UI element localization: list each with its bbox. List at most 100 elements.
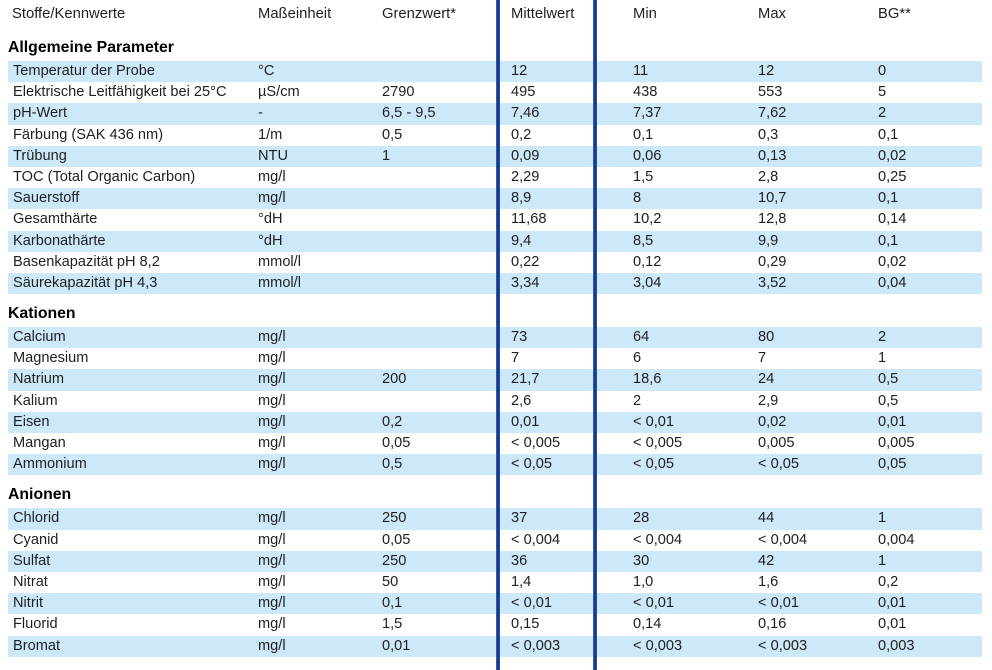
table-row: pH-Wert - 6,5 - 9,5 7,46 7,37 7,62 2 — [8, 103, 982, 125]
cell-masseinheit: mg/l — [258, 435, 286, 451]
cell-stoffe: Cyanid — [13, 531, 59, 548]
cell-bg: 0,01 — [878, 616, 907, 633]
section-title: Allgemeine Parameter — [8, 39, 174, 56]
cell-mittelwert: 2,29 — [511, 168, 540, 185]
cell-min: 0,1 — [633, 126, 654, 143]
cell-max: < 0,05 — [758, 456, 799, 473]
cell-stoffe: Elektrische Leitfähigkeit bei 25°C — [13, 84, 227, 101]
cell-mittelwert: 3,34 — [511, 274, 540, 291]
cell-min: 0,06 — [633, 147, 662, 164]
cell-bg: 0,005 — [878, 435, 915, 451]
cell-bg: 0,5 — [878, 392, 899, 409]
cell-stoffe: Calcium — [13, 329, 66, 346]
column-header-stoffe: Stoffe/Kennwerte — [12, 6, 126, 22]
column-header-max: Max — [758, 6, 786, 22]
cell-mittelwert: 9,4 — [511, 232, 532, 249]
cell-masseinheit: °dH — [258, 232, 283, 249]
column-header-masseinheit: Maßeinheit — [258, 6, 332, 22]
cell-masseinheit: mg/l — [258, 350, 286, 367]
cell-masseinheit: mg/l — [258, 371, 286, 388]
cell-stoffe: Temperatur der Probe — [13, 63, 155, 79]
cell-grenzwert: 0,05 — [382, 435, 411, 451]
cell-mittelwert: < 0,01 — [511, 595, 552, 612]
cell-mittelwert: < 0,004 — [511, 531, 561, 548]
table-row: Chlorid mg/l 250 37 28 44 1 — [8, 508, 982, 530]
cell-grenzwert: 0,5 — [382, 126, 403, 143]
cell-masseinheit: mg/l — [258, 329, 286, 346]
cell-mittelwert: 0,01 — [511, 413, 540, 430]
cell-mittelwert: < 0,005 — [511, 435, 561, 451]
cell-grenzwert: 0,05 — [382, 531, 411, 548]
cell-stoffe: Nitrat — [13, 573, 48, 590]
cell-stoffe: Gesamthärte — [13, 211, 98, 228]
cell-min: < 0,01 — [633, 595, 674, 612]
cell-masseinheit: 1/m — [258, 126, 283, 143]
cell-max: 7,62 — [758, 105, 787, 122]
cell-min: 30 — [633, 552, 650, 569]
cell-min: 3,04 — [633, 274, 662, 291]
cell-masseinheit: mg/l — [258, 531, 286, 548]
cell-max: < 0,003 — [758, 637, 808, 654]
cell-mittelwert: 495 — [511, 84, 536, 101]
table-row: Magnesium mg/l 7 6 7 1 — [8, 348, 982, 369]
cell-mittelwert: 36 — [511, 552, 528, 569]
cell-min: 28 — [633, 510, 650, 527]
section-title: Kationen — [8, 305, 76, 323]
cell-max: < 0,01 — [758, 595, 799, 612]
cell-stoffe: Säurekapazität pH 4,3 — [13, 274, 158, 291]
cell-grenzwert — [382, 327, 511, 348]
cell-masseinheit: mmol/l — [258, 253, 301, 270]
cell-min: 1,0 — [633, 573, 654, 590]
cell-grenzwert: 0,5 — [382, 456, 403, 473]
cell-bg: 0,1 — [878, 232, 899, 249]
cell-mittelwert: 7,46 — [511, 105, 540, 122]
cell-stoffe: TOC (Total Organic Carbon) — [13, 168, 196, 185]
cell-mittelwert: < 0,003 — [511, 637, 561, 654]
cell-max: 0,16 — [758, 616, 787, 633]
cell-min: 0,14 — [633, 616, 662, 633]
cell-stoffe: Sulfat — [13, 552, 51, 569]
table-row: Temperatur der Probe °C 12 11 12 0 — [8, 61, 982, 83]
cell-bg: 0,14 — [878, 211, 907, 228]
cell-mittelwert: 8,9 — [511, 190, 532, 207]
cell-stoffe: Eisen — [13, 413, 50, 430]
cell-bg: 1 — [878, 350, 887, 367]
column-header-grenzwert: Grenzwert* — [382, 6, 457, 22]
cell-bg: 0,01 — [878, 413, 907, 430]
cell-max: 0,29 — [758, 253, 787, 270]
cell-min: 64 — [633, 329, 650, 346]
cell-bg: 0,05 — [878, 456, 907, 473]
cell-mittelwert: 7 — [511, 350, 520, 367]
table-row: Karbonathärte °dH 9,4 8,5 9,9 0,1 — [8, 230, 982, 252]
cell-bg: 0,04 — [878, 274, 907, 291]
table-row: Bromat mg/l 0,01 < 0,003 < 0,003 < 0,003 0,003 — [8, 635, 982, 657]
table-row: Calcium mg/l 73 64 80 2 — [8, 327, 982, 349]
cell-grenzwert — [382, 167, 511, 188]
cell-max: 3,52 — [758, 274, 787, 291]
cell-stoffe: Chlorid — [13, 510, 60, 527]
cell-masseinheit: mg/l — [258, 637, 286, 654]
cell-stoffe: Ammonium — [13, 456, 87, 473]
cell-max: 0,13 — [758, 147, 787, 164]
table-row: Ammonium mg/l 0,5 < 0,05 < 0,05 < 0,05 0,05 — [8, 454, 982, 476]
cell-grenzwert — [382, 209, 511, 230]
cell-stoffe: Basenkapazität pH 8,2 — [13, 253, 160, 270]
cell-bg: 5 — [878, 84, 887, 101]
cell-grenzwert: 1,5 — [382, 616, 403, 633]
cell-masseinheit: mg/l — [258, 456, 286, 473]
cell-masseinheit: NTU — [258, 147, 288, 164]
cell-grenzwert: 1 — [382, 147, 391, 164]
table-row: Trübung NTU 1 0,09 0,06 0,13 0,02 — [8, 145, 982, 167]
cell-grenzwert — [382, 188, 511, 209]
cell-min: < 0,003 — [633, 637, 683, 654]
cell-bg: 0,004 — [878, 531, 915, 548]
table-row: Sauerstoff mg/l 8,9 8 10,7 0,1 — [8, 188, 982, 210]
cell-masseinheit: °dH — [258, 211, 283, 228]
cell-max: 12,8 — [758, 211, 787, 228]
cell-mittelwert: 21,7 — [511, 371, 540, 388]
cell-masseinheit: mg/l — [258, 168, 286, 185]
cell-stoffe: Kalium — [13, 392, 58, 409]
cell-grenzwert: 250 — [382, 552, 407, 569]
cell-mittelwert: 2,6 — [511, 392, 532, 409]
cell-bg: 0,1 — [878, 126, 899, 143]
